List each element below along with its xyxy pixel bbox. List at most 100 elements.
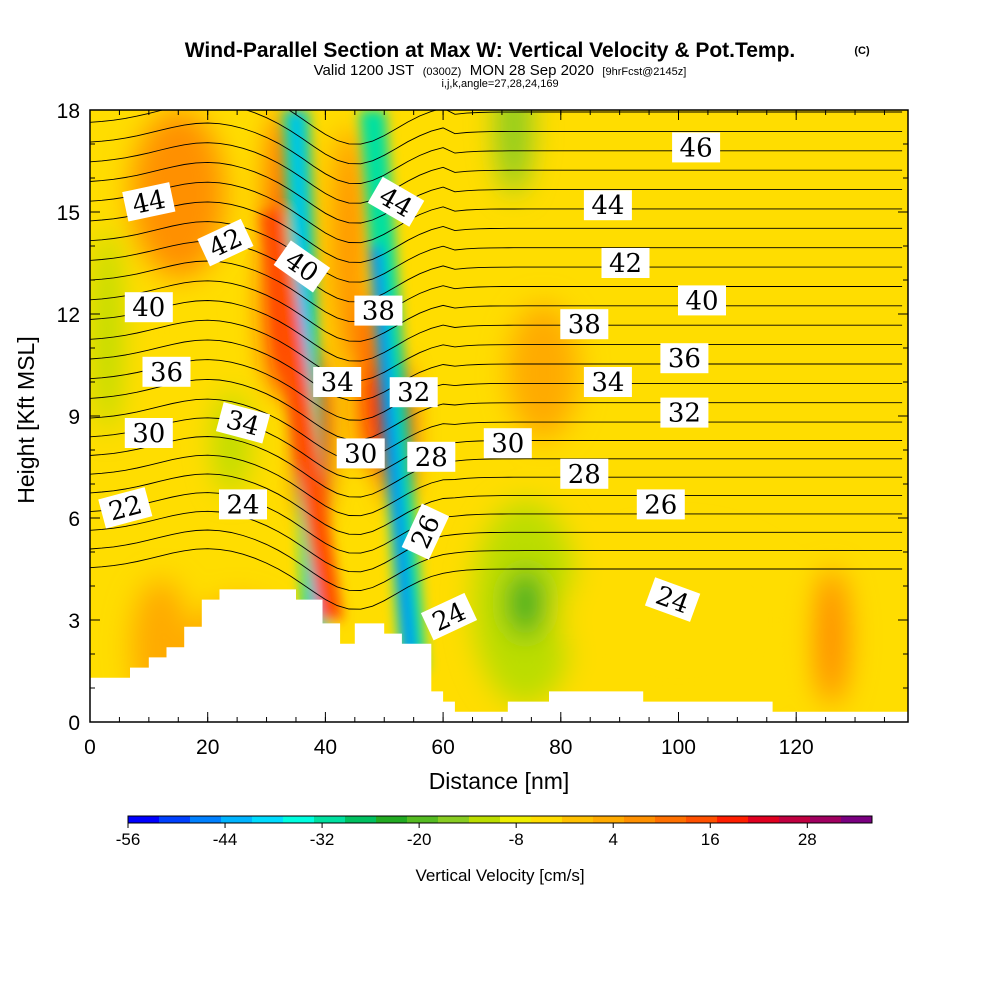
velocity-field-bands [260, 110, 427, 671]
theta-label-box [401, 503, 450, 560]
colorbar-swatch [686, 816, 718, 823]
theta-contour [90, 300, 903, 362]
colorbar-tick-label: 16 [701, 830, 720, 849]
theta-contours [90, 110, 903, 610]
theta-contour [90, 398, 903, 461]
theta-contour [90, 142, 903, 204]
y-tick-label: 12 [57, 304, 80, 327]
theta-contour [90, 339, 903, 401]
colorbar-swatch [562, 816, 594, 823]
valid-time-zulu: (0300Z) [423, 66, 462, 78]
theta-label-box [124, 292, 173, 323]
theta-label-text: 32 [397, 378, 430, 408]
velocity-cell [813, 569, 850, 705]
theta-label-text: 40 [132, 293, 165, 323]
theta-label-box [273, 240, 331, 293]
theta-label-text: 24 [226, 490, 259, 520]
theta-label-box [407, 441, 456, 472]
colorbar-swatch [376, 816, 408, 823]
theta-contour-label: 32 [660, 397, 709, 429]
theta-contour-label: 40 [124, 292, 173, 323]
theta-label-box [583, 190, 632, 221]
theta-label-box [660, 343, 709, 374]
theta-label-box [678, 285, 726, 316]
theta-label-box [660, 397, 709, 428]
x-tick-label: 40 [314, 736, 337, 759]
theta-contour [90, 436, 903, 498]
y-tick-label: 0 [68, 712, 80, 735]
colorbar-swatch [717, 816, 749, 823]
theta-contour [90, 473, 903, 535]
colorbar-tick-label: 28 [798, 830, 817, 849]
theta-contour-label: 38 [560, 309, 609, 340]
theta-contour [90, 110, 903, 165]
theta-label-text: 36 [150, 358, 183, 388]
theta-contour [90, 359, 903, 421]
theta-label-box [644, 577, 701, 622]
theta-contour [90, 122, 903, 184]
theta-contour-label: 36 [660, 343, 709, 374]
colorbar-tick-label: -44 [213, 830, 238, 849]
colorbar-frame [127, 815, 873, 824]
colorbar-swatch [779, 816, 811, 823]
theta-contour [90, 454, 903, 517]
theta-contour-label: 36 [142, 356, 191, 388]
theta-contour [90, 161, 903, 224]
colorbar-swatch [810, 816, 842, 823]
theta-contour [90, 529, 903, 591]
colorbar-swatch [841, 816, 873, 823]
theta-contour-label: 32 [389, 377, 438, 408]
x-tick-label: 0 [84, 736, 96, 759]
theta-label-text: 26 [644, 490, 677, 520]
velocity-cell [560, 535, 797, 705]
theta-label-text: 28 [568, 460, 601, 490]
theta-contour [90, 280, 903, 342]
theta-label-box [672, 132, 721, 163]
theta-label-text: 30 [491, 429, 524, 459]
theta-label-box [389, 377, 438, 408]
y-axis-label: Height [Kft MSL] [13, 336, 39, 503]
theta-label-box [420, 592, 478, 641]
theta-label-box [483, 428, 532, 459]
theta-contour [90, 548, 903, 610]
theta-contour-label: 24 [644, 577, 701, 622]
theta-label-box [122, 182, 176, 222]
colorbar-swatch [655, 816, 687, 823]
colorbar-tick-label: -32 [310, 830, 335, 849]
theta-contour-label: 34 [313, 367, 362, 398]
colorbar-tick-label: -56 [116, 830, 141, 849]
y-tick-label: 6 [68, 508, 80, 531]
colorbar-swatch [531, 816, 563, 823]
theta-label-text: 36 [668, 344, 701, 374]
theta-contour-label: 28 [560, 458, 609, 490]
theta-label-box [215, 402, 271, 444]
theta-label-text: 38 [362, 297, 395, 327]
colorbar-swatch [159, 816, 191, 823]
theta-contour-label: 34 [583, 367, 632, 398]
velocity-cell [92, 229, 123, 433]
theta-contour-label: 40 [678, 285, 726, 316]
y-tick-label: 3 [68, 610, 80, 633]
theta-label-box [560, 309, 609, 340]
theta-label-box [124, 418, 173, 448]
theta-contour-label: 30 [483, 428, 532, 459]
velocity-band-downdraft-east-core [370, 246, 417, 661]
colorbar-swatch [190, 816, 222, 823]
theta-contour-label: 34 [215, 402, 271, 444]
theta-contour [90, 221, 903, 283]
colorbar-swatch [345, 816, 377, 823]
x-tick-label: 120 [779, 736, 814, 759]
theta-label-text: 34 [321, 368, 354, 398]
colorbar-swatch [283, 816, 315, 823]
x-tick-label: 80 [549, 736, 572, 759]
colorbar-title: Vertical Velocity [cm/s] [415, 866, 584, 885]
colorbar-swatch [407, 816, 439, 823]
colorbar-swatch [748, 816, 780, 823]
theta-label-text: 30 [132, 419, 165, 449]
theta-contour [90, 260, 903, 323]
velocity-band-updraft-main [260, 212, 344, 620]
colorbar-swatch [252, 816, 284, 823]
